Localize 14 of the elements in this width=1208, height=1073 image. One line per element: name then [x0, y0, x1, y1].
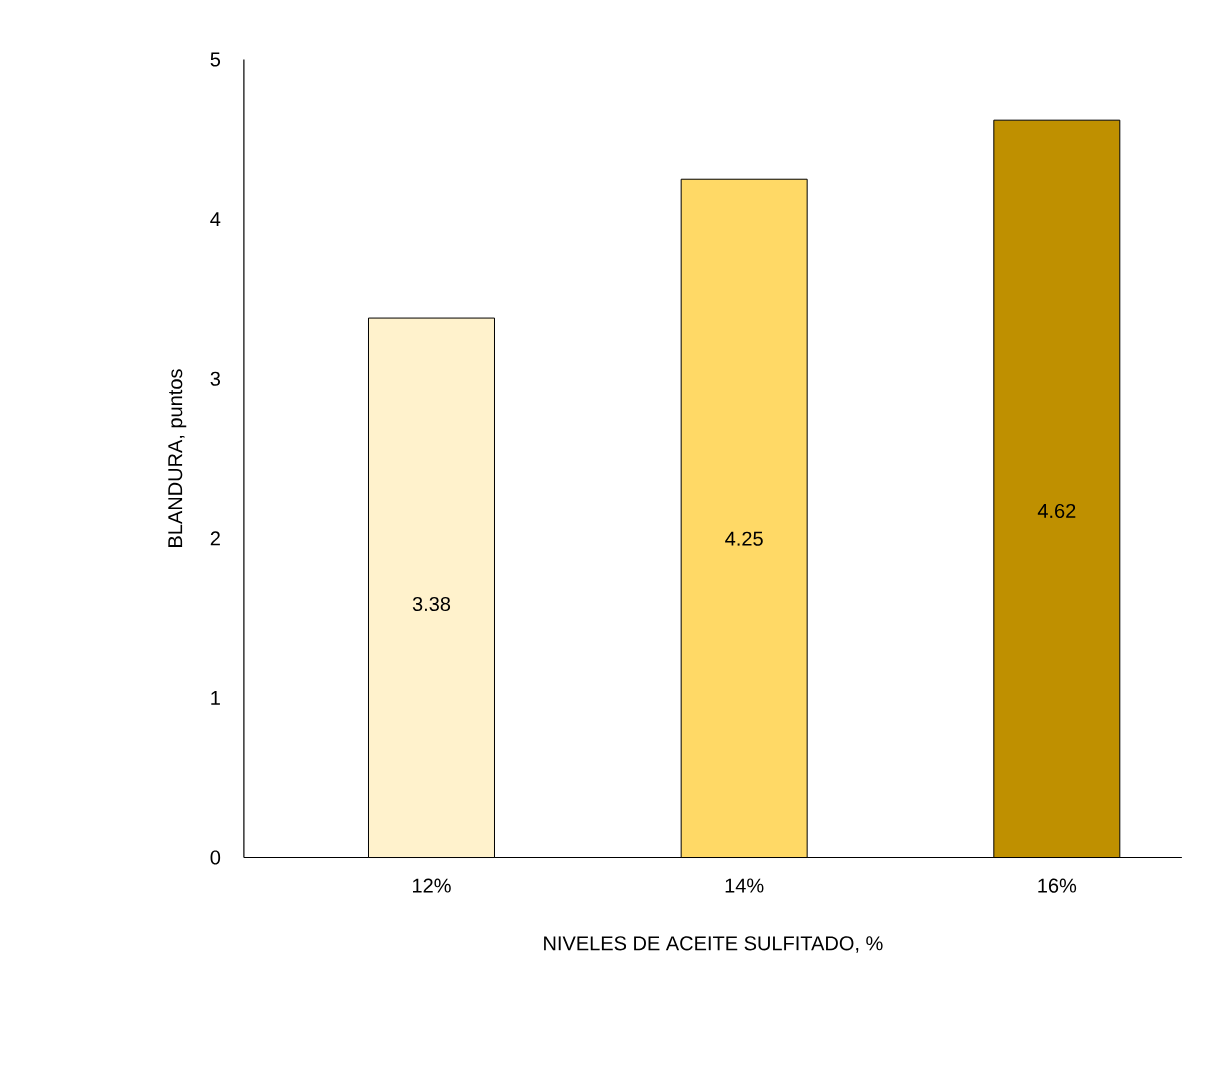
y-tick-label: 2 [210, 531, 220, 546]
y-tick-label: 3 [210, 371, 221, 386]
x-tick-label: 12% [413, 878, 451, 893]
y-tick-label: 1 [211, 691, 220, 705]
data-label: 4.62 [1037, 503, 1076, 519]
data-label: 3.38 [412, 596, 451, 612]
x-tick-label: 16% [1038, 878, 1077, 893]
y-tick-label: 4 [210, 212, 221, 226]
x-axis-title: NIVELES DE ACEITE SULFITADO, % [544, 936, 883, 953]
x-tick-label: 14% [725, 878, 764, 893]
y-tick-label: 5 [210, 52, 221, 67]
y-tick-label: 0 [210, 850, 221, 865]
y-axis-title: BLANDURA, puntos [168, 369, 187, 547]
data-label: 4.25 [725, 531, 763, 546]
